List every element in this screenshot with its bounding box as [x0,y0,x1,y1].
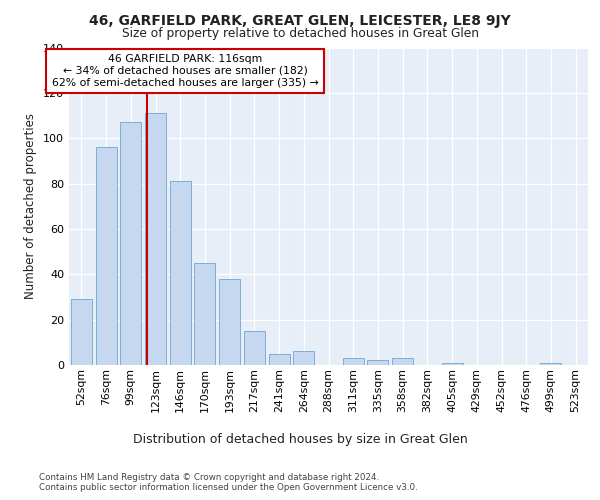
Bar [194,263,215,365]
Bar [269,354,290,365]
Text: Size of property relative to detached houses in Great Glen: Size of property relative to detached ho… [121,28,479,40]
Text: 46, GARFIELD PARK, GREAT GLEN, LEICESTER, LE8 9JY: 46, GARFIELD PARK, GREAT GLEN, LEICESTER… [89,14,511,28]
Text: Distribution of detached houses by size in Great Glen: Distribution of detached houses by size … [133,432,467,446]
Bar [170,182,191,365]
Bar [71,299,92,365]
Bar [343,358,364,365]
Bar [244,331,265,365]
Bar [219,279,240,365]
Bar [293,352,314,365]
Bar [442,362,463,365]
Y-axis label: Number of detached properties: Number of detached properties [25,114,37,299]
Bar [145,114,166,365]
Bar [541,362,562,365]
Bar [95,148,116,365]
Bar [392,358,413,365]
Bar [367,360,388,365]
Text: 46 GARFIELD PARK: 116sqm
← 34% of detached houses are smaller (182)
62% of semi-: 46 GARFIELD PARK: 116sqm ← 34% of detach… [52,54,319,88]
Text: Contains public sector information licensed under the Open Government Licence v3: Contains public sector information licen… [39,484,418,492]
Text: Contains HM Land Registry data © Crown copyright and database right 2024.: Contains HM Land Registry data © Crown c… [39,472,379,482]
Bar [120,122,141,365]
